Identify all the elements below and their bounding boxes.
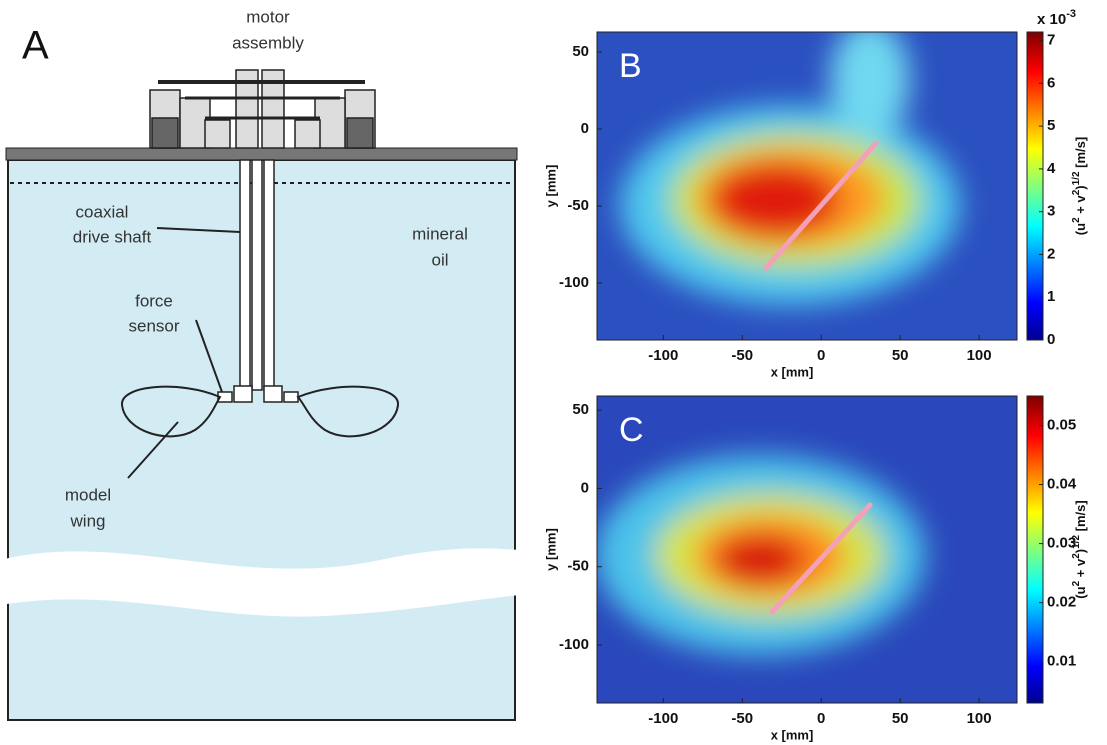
colorbar-tick-label: 5 [1047, 117, 1055, 134]
colorbar-tick-label: 4 [1047, 160, 1056, 177]
x-tick-label: -50 [731, 347, 753, 364]
x-tick-label: 0 [817, 347, 825, 364]
colorbar-tick-label: 0 [1047, 331, 1055, 348]
y-axis-label: y [mm] [543, 165, 558, 208]
label: drive shaft [73, 227, 152, 246]
label: force [135, 291, 173, 310]
label-superscript: 1/2 [1071, 535, 1082, 549]
label: sensor [128, 316, 179, 335]
velocity-field [597, 20, 1017, 340]
x-tick-label: 100 [967, 347, 992, 364]
x-axis-label: x [mm] [771, 364, 814, 379]
label: coaxial [76, 202, 129, 221]
y-tick-label: 50 [572, 401, 589, 418]
label-part: + v [1073, 558, 1088, 581]
label-part: [m/s] [1073, 137, 1088, 172]
motor-assembly [150, 70, 375, 148]
colorbar-multiplier: x 10-3 [1037, 8, 1076, 28]
label: oil [431, 250, 448, 269]
velocity-field [595, 396, 1017, 703]
label-part: [m/s] [1073, 500, 1088, 535]
label: wing [70, 511, 106, 530]
colorbar-tick-label: 6 [1047, 74, 1055, 91]
x-tick-label: 0 [817, 710, 825, 727]
colorbar-label: (u2 + v2)1/2 [m/s] [1071, 137, 1089, 235]
label: mineral [412, 224, 468, 243]
x-axis-label: x [mm] [771, 727, 814, 742]
colorbar-tick-label: 0.01 [1047, 653, 1076, 670]
y-tick-label: 0 [581, 120, 589, 137]
label: model [65, 485, 111, 504]
colorbar [1027, 32, 1043, 340]
multiplier-exponent: -3 [1066, 8, 1076, 20]
panel-label: A [22, 24, 49, 68]
label-part: (u [1073, 223, 1088, 235]
x-tick-label: -100 [648, 347, 678, 364]
x-tick-label: -50 [731, 710, 753, 727]
x-tick-label: -100 [648, 710, 678, 727]
x-tick-label: 100 [967, 710, 992, 727]
x-tick-label: 50 [892, 347, 909, 364]
x-tick-label: 50 [892, 710, 909, 727]
y-tick-label: -50 [567, 558, 589, 575]
colorbar-tick-label: 3 [1047, 203, 1055, 220]
label-part: + v [1073, 195, 1088, 218]
y-tick-label: -50 [567, 197, 589, 214]
label: motor [246, 7, 290, 26]
label: assembly [232, 33, 304, 52]
label-superscript: 1/2 [1071, 171, 1082, 185]
panel-label: B [619, 47, 642, 85]
y-tick-label: 50 [572, 43, 589, 60]
colorbar-tick-label: 2 [1047, 245, 1055, 262]
y-tick-label: -100 [559, 636, 589, 653]
y-axis-label: y [mm] [543, 528, 558, 571]
figure: A motor assembly coaxial drive shaft min… [0, 0, 1107, 745]
y-tick-label: -100 [559, 274, 589, 291]
colorbar [1027, 396, 1043, 703]
panel-a-diagram: A motor assembly coaxial drive shaft min… [0, 7, 520, 720]
colorbar-tick-label: 0.05 [1047, 416, 1076, 433]
y-tick-label: 0 [581, 479, 589, 496]
colorbar-tick-label: 0.04 [1047, 476, 1077, 493]
multiplier-base: x 10 [1037, 11, 1066, 28]
colorbar-tick-label: 1 [1047, 288, 1055, 305]
panel-label: C [619, 411, 644, 449]
colorbar-tick-label: 7 [1047, 32, 1055, 49]
label-part: (u [1073, 586, 1088, 598]
top-plate [6, 148, 517, 160]
colorbar-label: (u2 + v2)1/2 [m/s] [1071, 500, 1089, 598]
colorbar-tick-label: 0.02 [1047, 594, 1076, 611]
